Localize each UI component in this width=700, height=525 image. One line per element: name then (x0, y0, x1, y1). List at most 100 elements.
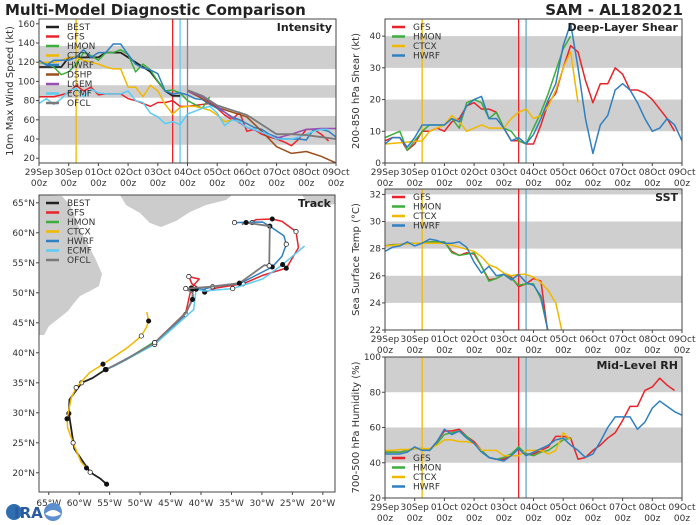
y-tick-label: 30 (370, 64, 382, 74)
legend-label-hwrf: HWRF (67, 61, 94, 71)
x-tick-label: 65°W (36, 499, 61, 509)
x-tick-date: 03Oct (490, 503, 517, 513)
x-tick-label: 20°W (310, 499, 335, 509)
y-tick-label: 20 (370, 96, 382, 106)
y-tick-label: 25°N (12, 439, 35, 449)
series-line-ctcx (385, 242, 563, 330)
series-line-ecmf (39, 87, 329, 140)
shaded-band (385, 275, 682, 303)
y-tick-label: 22 (370, 326, 381, 336)
shaded-band (385, 99, 682, 132)
y-tick-label: 24 (370, 299, 382, 309)
x-tick-label: 35°W (219, 499, 244, 509)
legend-label-hmon: HMON (67, 42, 95, 52)
x-tick-hour: 00z (377, 179, 393, 189)
x-tick-date: 04Oct (520, 168, 547, 178)
x-tick-hour: 00z (525, 346, 541, 356)
x-tick-date: 04Oct (520, 503, 547, 513)
y-tick-label: 35°N (12, 379, 35, 389)
storm-id: SAM - AL182021 (545, 1, 683, 19)
y-tick-label: 28 (370, 245, 382, 255)
x-tick-hour: 00z (269, 179, 285, 189)
land-iceland (302, 195, 335, 207)
y-tick-label: 60 (370, 424, 382, 434)
shaded-band (385, 357, 682, 393)
rh-panel: 29Sep00z30Sep00z01Oct00z02Oct00z03Oct00z… (351, 353, 696, 524)
x-tick-hour: 00z (436, 514, 452, 524)
x-tick-hour: 00z (61, 179, 77, 189)
y-tick-label: 40 (370, 32, 382, 42)
track-marker-gfs (186, 274, 192, 280)
legend-label-gfs: GFS (413, 193, 431, 203)
sst-panel-title: SST (655, 191, 678, 204)
x-tick-label: 30°W (249, 499, 274, 509)
legend-label-hmon: HMON (413, 464, 441, 474)
x-tick-hour: 00z (525, 179, 541, 189)
y-tick-label: 20 (24, 154, 36, 164)
x-tick-hour: 00z (615, 514, 631, 524)
shear-plot-area (385, 19, 682, 163)
y-tick-label: 160 (18, 20, 35, 30)
x-tick-hour: 00z (644, 179, 660, 189)
series-line-hmon (39, 48, 211, 110)
x-tick-hour: 00z (407, 346, 423, 356)
x-tick-date: 06Oct (579, 168, 606, 178)
x-tick-hour: 00z (466, 346, 482, 356)
y-tick-label: 80 (24, 97, 36, 107)
track-marker-ctcx (83, 465, 90, 471)
y-tick-label: 100 (18, 77, 35, 87)
track-marker-ofcl (236, 280, 242, 286)
x-tick-hour: 00z (377, 514, 393, 524)
sst-panel: 29Sep00z30Sep00z01Oct00z02Oct00z03Oct00z… (351, 188, 696, 356)
shaded-band (385, 221, 682, 249)
track-marker-ctcx (70, 440, 76, 446)
shear-panel: 29Sep00z30Sep00z01Oct00z02Oct00z03Oct00z… (351, 18, 696, 189)
x-tick-date: 04Oct (174, 168, 201, 178)
shear-panel-title: Deep-Layer Shear (567, 21, 678, 34)
x-tick-date: 01Oct (431, 335, 458, 345)
x-tick-hour: 00z (555, 179, 571, 189)
legend-label-ofcl: OFCL (67, 99, 91, 109)
x-tick-date: 03Oct (490, 168, 517, 178)
track-marker-ctcx (138, 333, 144, 339)
svg-text:IRA: IRA (14, 504, 43, 522)
x-tick-date: 09Oct (668, 335, 695, 345)
x-tick-hour: 00z (407, 179, 423, 189)
track-marker-best (87, 469, 93, 475)
land-greenland (120, 195, 232, 227)
y-tick-label: 60 (24, 116, 36, 126)
x-tick-date: 30Sep (400, 335, 429, 345)
y-tick-label: 26 (370, 272, 382, 282)
track-marker-ctcx (100, 361, 106, 367)
x-tick-hour: 00z (644, 346, 660, 356)
x-tick-label: 60°W (67, 499, 92, 509)
x-tick-hour: 00z (585, 179, 601, 189)
x-tick-hour: 00z (31, 179, 47, 189)
y-tick-label: 80 (370, 388, 382, 398)
x-tick-date: 09Oct (668, 168, 695, 178)
x-tick-hour: 00z (150, 179, 166, 189)
y-tick-label: 30 (370, 218, 382, 228)
x-tick-date: 06Oct (579, 503, 606, 513)
x-tick-date: 04Oct (520, 335, 547, 345)
y-tick-label: 30°N (12, 409, 35, 419)
x-tick-hour: 00z (615, 346, 631, 356)
x-tick-hour: 00z (674, 346, 690, 356)
figure-title: Multi-Model Diagnostic Comparison (5, 1, 306, 19)
x-tick-label: 25°W (280, 499, 305, 509)
x-tick-hour: 00z (90, 179, 106, 189)
y-tick-label: 32 (370, 190, 381, 200)
legend-label-gfs: GFS (413, 23, 431, 33)
legend-label-gfs: GFS (67, 33, 85, 43)
x-tick-date: 08Oct (639, 335, 666, 345)
y-tick-label: 140 (18, 39, 35, 49)
x-tick-hour: 00z (585, 346, 601, 356)
x-tick-hour: 00z (377, 346, 393, 356)
x-tick-date: 08Oct (639, 503, 666, 513)
legend-label-ctcx: CTCX (67, 228, 91, 238)
series-line-ctcx (385, 51, 579, 145)
y-axis-label: 200-850 hPa Shear (kt) (351, 33, 362, 149)
series-line-hwrf (105, 221, 288, 371)
